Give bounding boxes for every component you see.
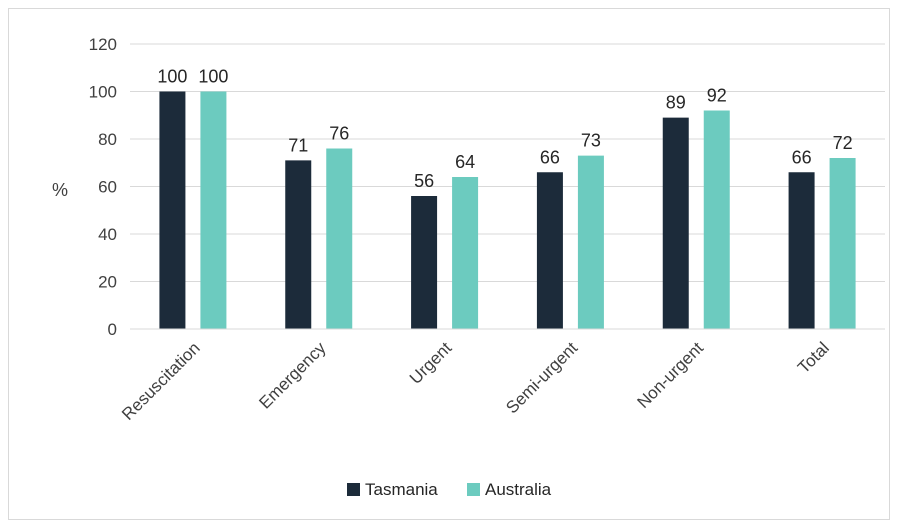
data-labels: 100 100 71 76 56 64 66 73 89 92 66 72 — [157, 67, 852, 192]
bar-australia-urgent — [452, 177, 479, 329]
bar-tasmania-non-urgent — [662, 117, 689, 329]
data-label: 92 — [707, 86, 727, 106]
legend-swatch-australia — [467, 483, 480, 496]
data-label: 76 — [329, 124, 349, 144]
y-tick-label: 20 — [98, 273, 117, 292]
y-axis-label: % — [52, 180, 68, 200]
bar-australia-non-urgent — [703, 110, 730, 329]
data-label: 66 — [792, 147, 812, 167]
data-label: 66 — [540, 147, 560, 167]
data-label: 64 — [455, 152, 475, 172]
legend-label-tasmania: Tasmania — [365, 480, 438, 499]
y-axis-ticks: 0 20 40 60 80 100 120 — [89, 35, 117, 339]
bar-australia-emergency — [326, 148, 353, 329]
category-label: Urgent — [406, 338, 456, 388]
y-tick-label: 100 — [89, 83, 117, 102]
category-label: Non-urgent — [633, 338, 707, 412]
data-label: 73 — [581, 131, 601, 151]
y-tick-label: 80 — [98, 130, 117, 149]
bar-tasmania-urgent — [411, 196, 438, 329]
chart-frame — [8, 8, 890, 520]
data-label: 100 — [157, 67, 187, 87]
y-tick-label: 0 — [108, 320, 117, 339]
bar-tasmania-total — [788, 172, 815, 329]
bar-australia-total — [829, 158, 856, 329]
y-tick-label: 40 — [98, 225, 117, 244]
legend-swatch-tasmania — [347, 483, 360, 496]
category-label: Semi-urgent — [502, 338, 581, 417]
data-label: 100 — [198, 67, 228, 87]
y-tick-label: 120 — [89, 35, 117, 54]
legend: Tasmania Australia — [347, 480, 552, 499]
data-label: 71 — [288, 135, 308, 155]
bar-australia-semi-urgent — [577, 155, 604, 329]
category-label: Resuscitation — [118, 338, 204, 424]
bar-tasmania-emergency — [285, 160, 312, 329]
data-label: 72 — [833, 133, 853, 153]
bar-tasmania-semi-urgent — [536, 172, 563, 329]
bar-tasmania-resuscitation — [159, 91, 186, 329]
legend-label-australia: Australia — [485, 480, 552, 499]
bars — [159, 91, 856, 329]
data-label: 89 — [666, 93, 686, 113]
gridlines — [130, 43, 885, 282]
data-label: 56 — [414, 171, 434, 191]
category-label: Emergency — [255, 338, 330, 413]
bar-australia-resuscitation — [200, 91, 227, 329]
category-label: Total — [794, 338, 833, 377]
category-labels: Resuscitation Emergency Urgent Semi-urgent N… — [118, 338, 833, 424]
y-tick-label: 60 — [98, 178, 117, 197]
